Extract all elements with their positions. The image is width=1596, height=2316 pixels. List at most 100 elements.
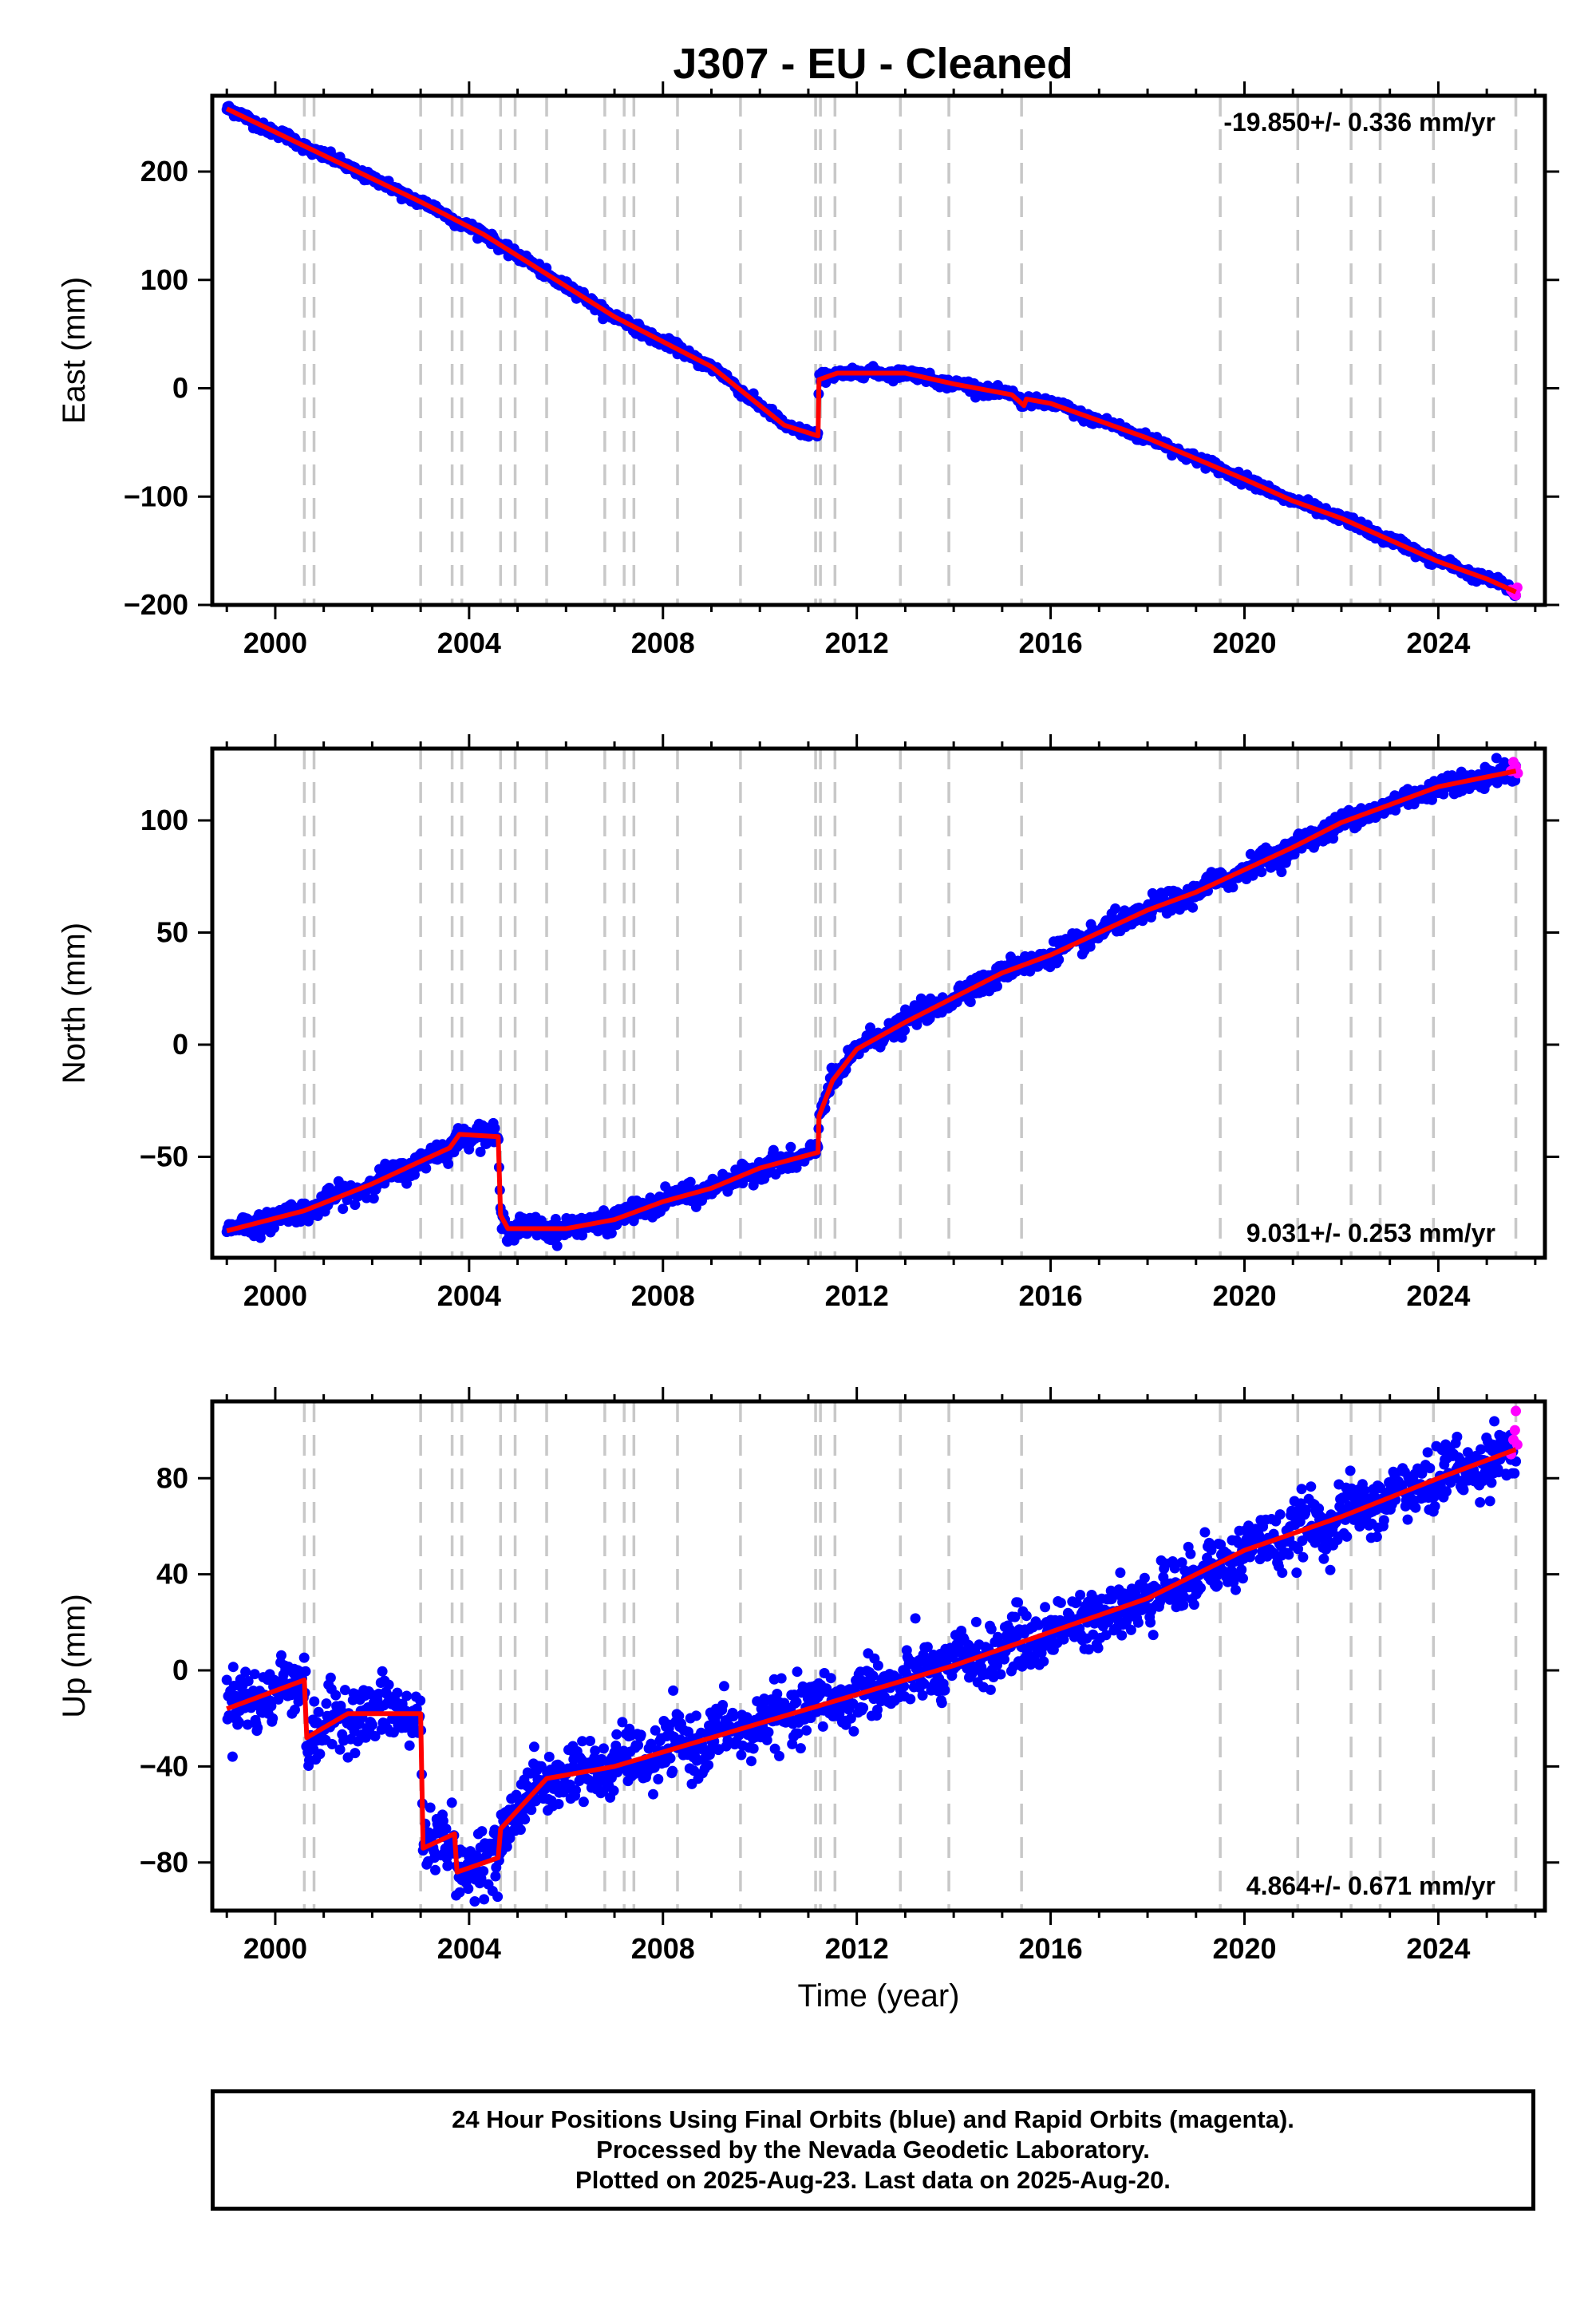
final-point xyxy=(648,1788,658,1800)
final-point xyxy=(689,1765,700,1777)
final-point xyxy=(298,1652,310,1663)
final-point xyxy=(515,1824,526,1836)
final-point xyxy=(917,1690,928,1701)
final-point xyxy=(899,1025,911,1036)
final-point xyxy=(300,1666,311,1677)
final-point xyxy=(703,1760,714,1771)
final-point xyxy=(785,1141,796,1152)
final-point xyxy=(985,1684,996,1695)
x-tick-label: 2000 xyxy=(243,626,307,659)
final-point xyxy=(585,1736,595,1746)
final-point xyxy=(227,1662,239,1673)
final-point xyxy=(772,1689,783,1699)
final-point xyxy=(368,1193,379,1204)
final-point xyxy=(290,1704,300,1715)
final-point xyxy=(872,1660,883,1671)
final-point xyxy=(437,1816,448,1827)
final-point xyxy=(910,1613,921,1624)
final-point xyxy=(746,1756,757,1767)
final-point xyxy=(350,1199,361,1211)
final-point xyxy=(774,1750,784,1761)
final-point xyxy=(1013,1597,1023,1608)
final-point xyxy=(309,1696,320,1707)
final-point xyxy=(577,1230,588,1241)
final-point xyxy=(761,1734,772,1745)
final-point xyxy=(633,1740,644,1751)
final-point xyxy=(446,1797,457,1808)
final-point xyxy=(227,1751,238,1762)
final-point xyxy=(479,1894,490,1905)
final-point xyxy=(646,1738,657,1749)
y-axis-label: North (mm) xyxy=(57,923,92,1084)
final-point xyxy=(606,1227,617,1239)
final-point xyxy=(596,1753,607,1765)
final-point xyxy=(401,1690,413,1701)
final-point xyxy=(918,1678,930,1690)
x-tick-label: 2020 xyxy=(1212,1279,1276,1312)
x-tick-label: 2004 xyxy=(437,626,501,659)
x-tick-label: 2024 xyxy=(1406,1279,1470,1312)
final-point xyxy=(443,1158,454,1169)
final-point xyxy=(334,1744,346,1755)
x-tick-label: 2008 xyxy=(631,1279,695,1312)
final-point xyxy=(350,1748,361,1759)
y-tick-label: 100 xyxy=(140,263,188,296)
panel-east: 2000 2004 2008 2012 2016 2020 2024−200−1000100… xyxy=(57,81,1559,659)
final-point xyxy=(617,1717,628,1728)
final-point xyxy=(635,1729,646,1741)
final-point xyxy=(401,1178,413,1189)
final-point xyxy=(1491,777,1503,788)
final-point xyxy=(242,1719,253,1730)
plot-frame xyxy=(210,746,1547,1260)
final-point xyxy=(269,1223,279,1233)
final-point xyxy=(526,1804,537,1816)
final-point xyxy=(478,1866,489,1877)
final-point xyxy=(872,1704,883,1715)
model-line xyxy=(226,769,1517,1234)
final-point xyxy=(577,1736,588,1747)
final-point xyxy=(939,1685,950,1696)
final-points xyxy=(221,101,1522,601)
y-axis-label: East (mm) xyxy=(57,277,92,424)
final-point xyxy=(825,1673,836,1684)
final-point xyxy=(736,1749,747,1761)
final-point xyxy=(430,1864,440,1875)
y-tick-label: 200 xyxy=(140,155,188,188)
final-point xyxy=(986,1623,997,1634)
x-tick-label: 2016 xyxy=(1019,626,1083,659)
final-point xyxy=(748,1743,759,1754)
model-line xyxy=(225,106,1517,595)
final-point xyxy=(847,1698,859,1709)
final-point xyxy=(1110,903,1121,914)
final-point xyxy=(611,1729,622,1740)
final-point xyxy=(475,1146,486,1157)
final-point xyxy=(845,1713,856,1724)
final-point xyxy=(992,981,1002,992)
final-point xyxy=(999,1654,1009,1665)
final-point xyxy=(325,1672,336,1683)
final-point xyxy=(276,1650,286,1661)
final-point xyxy=(454,1887,465,1898)
final-point xyxy=(1053,954,1065,965)
final-point xyxy=(763,1727,774,1737)
final-point xyxy=(867,1670,879,1682)
final-point xyxy=(1438,788,1449,800)
final-point xyxy=(501,1841,512,1852)
final-point xyxy=(339,1685,350,1696)
final-point xyxy=(1009,1611,1021,1622)
final-point xyxy=(404,1740,415,1751)
final-point xyxy=(369,1731,381,1741)
y-tick-label: 100 xyxy=(140,804,188,836)
x-tick-label: 2024 xyxy=(1406,626,1470,659)
final-point xyxy=(965,997,976,1007)
final-point xyxy=(221,1674,232,1686)
final-point xyxy=(776,1673,787,1684)
figure-title: J307 - EU - Cleaned xyxy=(673,40,1073,88)
final-point xyxy=(326,1739,338,1749)
final-point xyxy=(590,1745,601,1757)
final-point xyxy=(792,1728,804,1739)
final-point xyxy=(913,1665,924,1676)
final-point xyxy=(367,1719,377,1730)
